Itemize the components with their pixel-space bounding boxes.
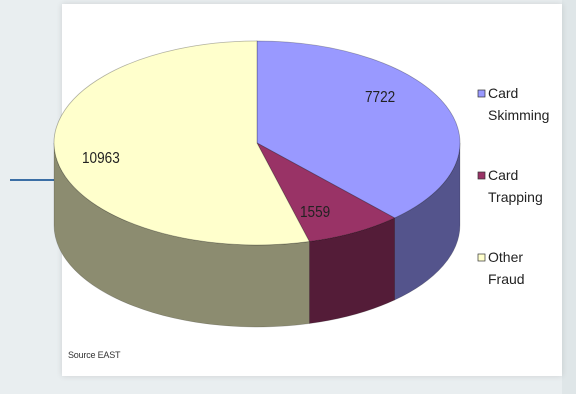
legend-swatch-2	[477, 253, 486, 262]
legend-label-1: Card	[488, 167, 518, 183]
legend-label-2-line2: Fraud	[488, 271, 525, 287]
pie-slice-0	[256, 40, 461, 219]
source-note: Source EAST	[68, 350, 121, 360]
pie-slice-1	[256, 142, 396, 242]
legend-swatch-0	[477, 89, 486, 98]
legend-label-1-line2: Trapping	[488, 189, 543, 205]
legend-label-0: Card	[488, 85, 518, 101]
pie-slice-2	[53, 40, 311, 246]
data-label-1: 1559	[300, 204, 330, 221]
background-strip	[562, 0, 576, 394]
data-label-2: 10963	[82, 150, 120, 167]
legend: Card Skimming Card Trapping Other Fraud	[477, 85, 549, 287]
pie-sides	[53, 142, 461, 328]
pie-top	[53, 40, 461, 246]
pie-labels: 7722 1559 10963	[82, 89, 395, 221]
legend-label-2: Other	[488, 249, 523, 265]
legend-swatch-1	[477, 171, 486, 180]
data-label-0: 7722	[365, 89, 395, 106]
legend-label-0-line2: Skimming	[488, 107, 549, 123]
